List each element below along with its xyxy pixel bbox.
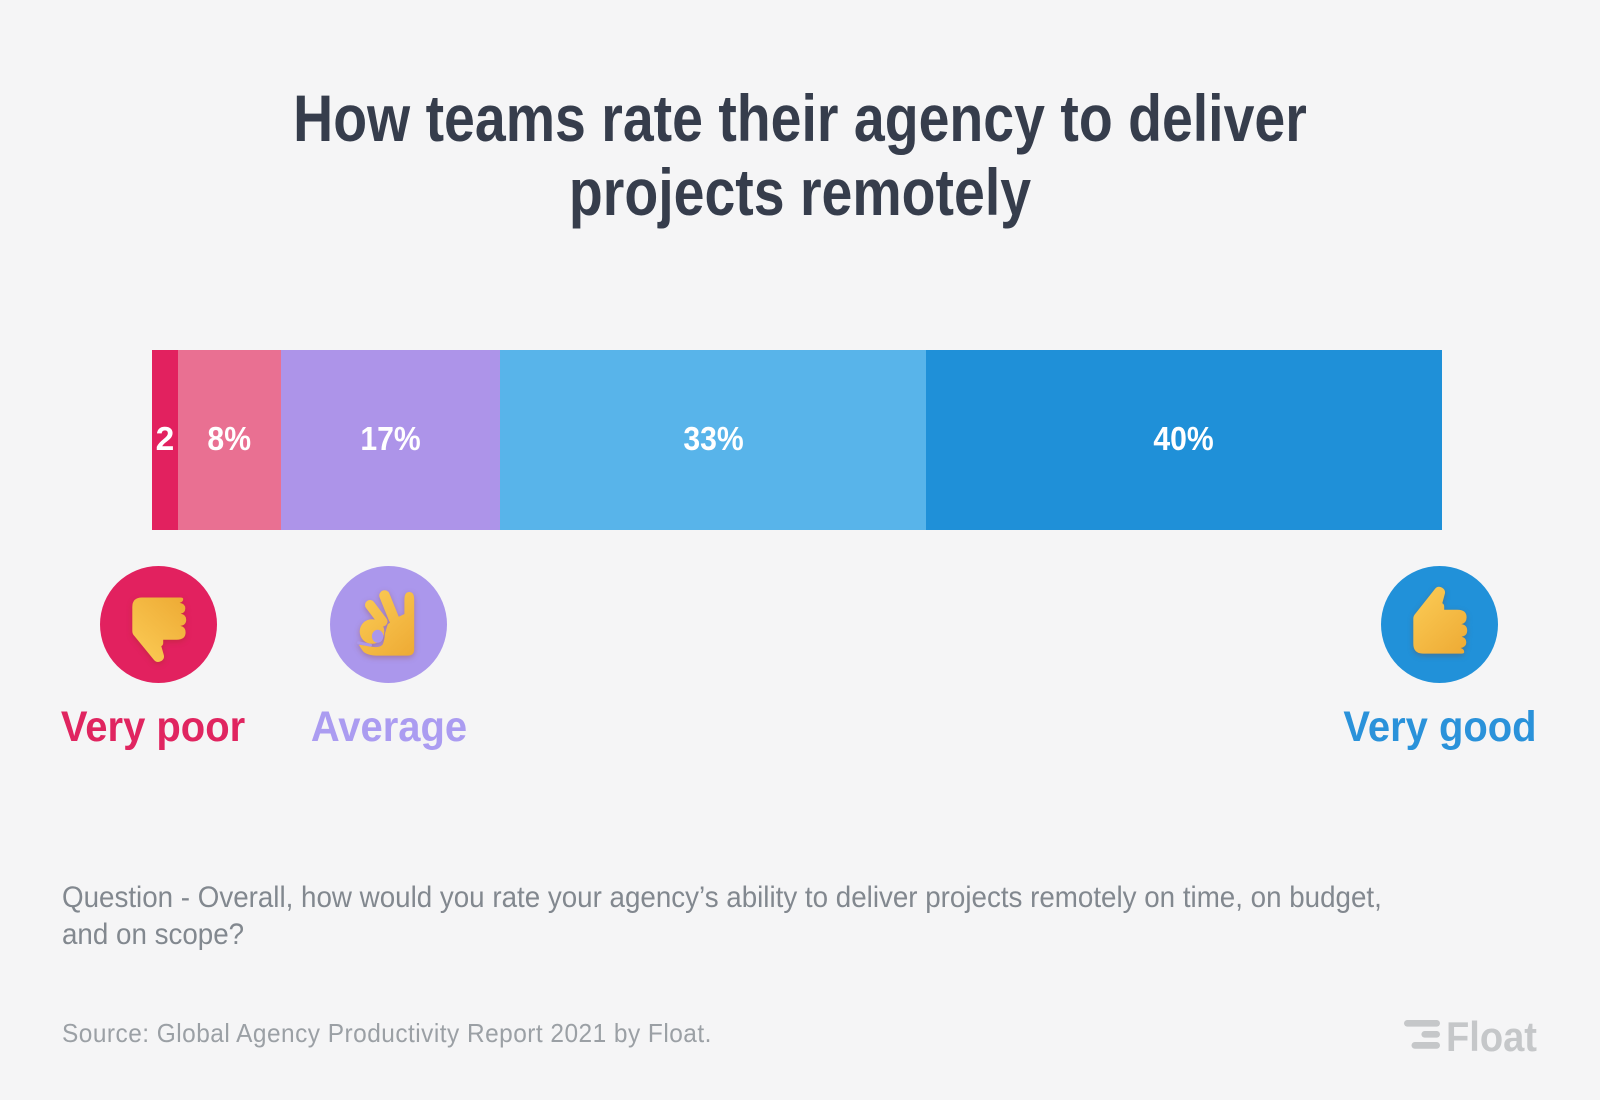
svg-text:Float: Float [1446,1013,1537,1060]
